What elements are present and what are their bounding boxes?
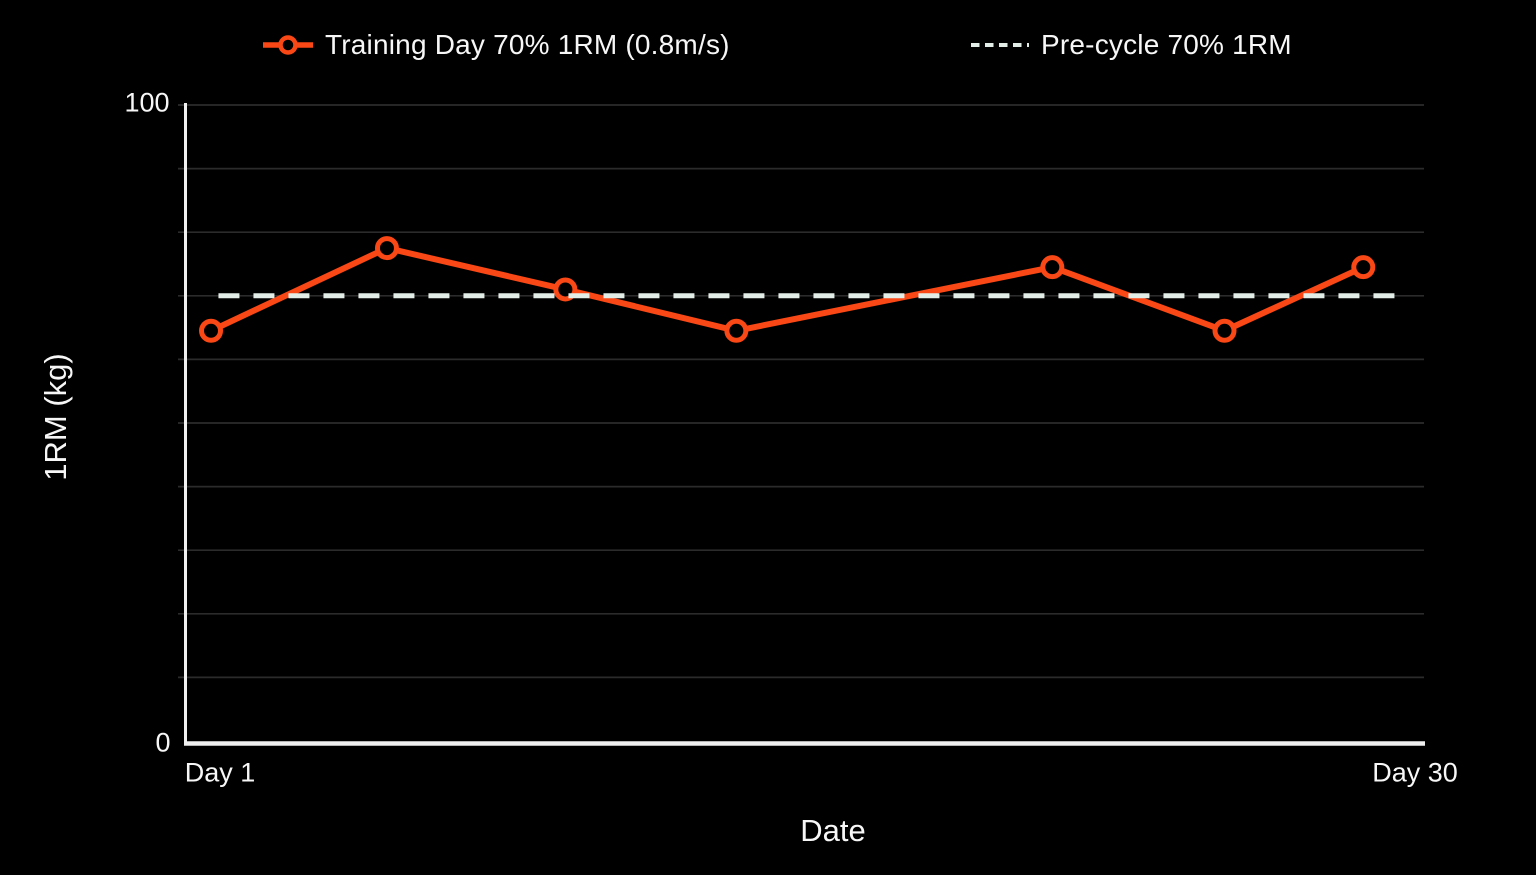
data-line bbox=[208, 245, 1367, 334]
legend-item-training-day: Training Day 70% 1RM (0.8m/s) bbox=[262, 29, 730, 60]
data-point-marker bbox=[199, 318, 224, 343]
y-tick-100: 100 bbox=[124, 87, 170, 118]
data-point-marker bbox=[1351, 255, 1376, 280]
line-with-open-circle-icon bbox=[263, 35, 313, 55]
x-tick-day-30: Day 30 bbox=[1372, 757, 1458, 788]
legend-item-pre-cycle: Pre-cycle 70% 1RM bbox=[970, 29, 1292, 60]
y-tick-0: 0 bbox=[155, 727, 171, 758]
data-point-marker bbox=[1212, 318, 1237, 343]
y-axis-title: 1RM (kg) bbox=[38, 353, 73, 481]
x-axis-title: Date bbox=[800, 813, 866, 848]
data-point-marker bbox=[1040, 255, 1065, 280]
data-point-marker bbox=[724, 318, 749, 343]
legend-label-training-day: Training Day 70% 1RM (0.8m/s) bbox=[325, 29, 730, 60]
legend-label-pre-cycle: Pre-cycle 70% 1RM bbox=[1041, 29, 1292, 60]
x-tick-day-1: Day 1 bbox=[184, 757, 256, 788]
dashed-line-icon bbox=[971, 43, 1029, 47]
data-point-marker bbox=[374, 236, 399, 261]
